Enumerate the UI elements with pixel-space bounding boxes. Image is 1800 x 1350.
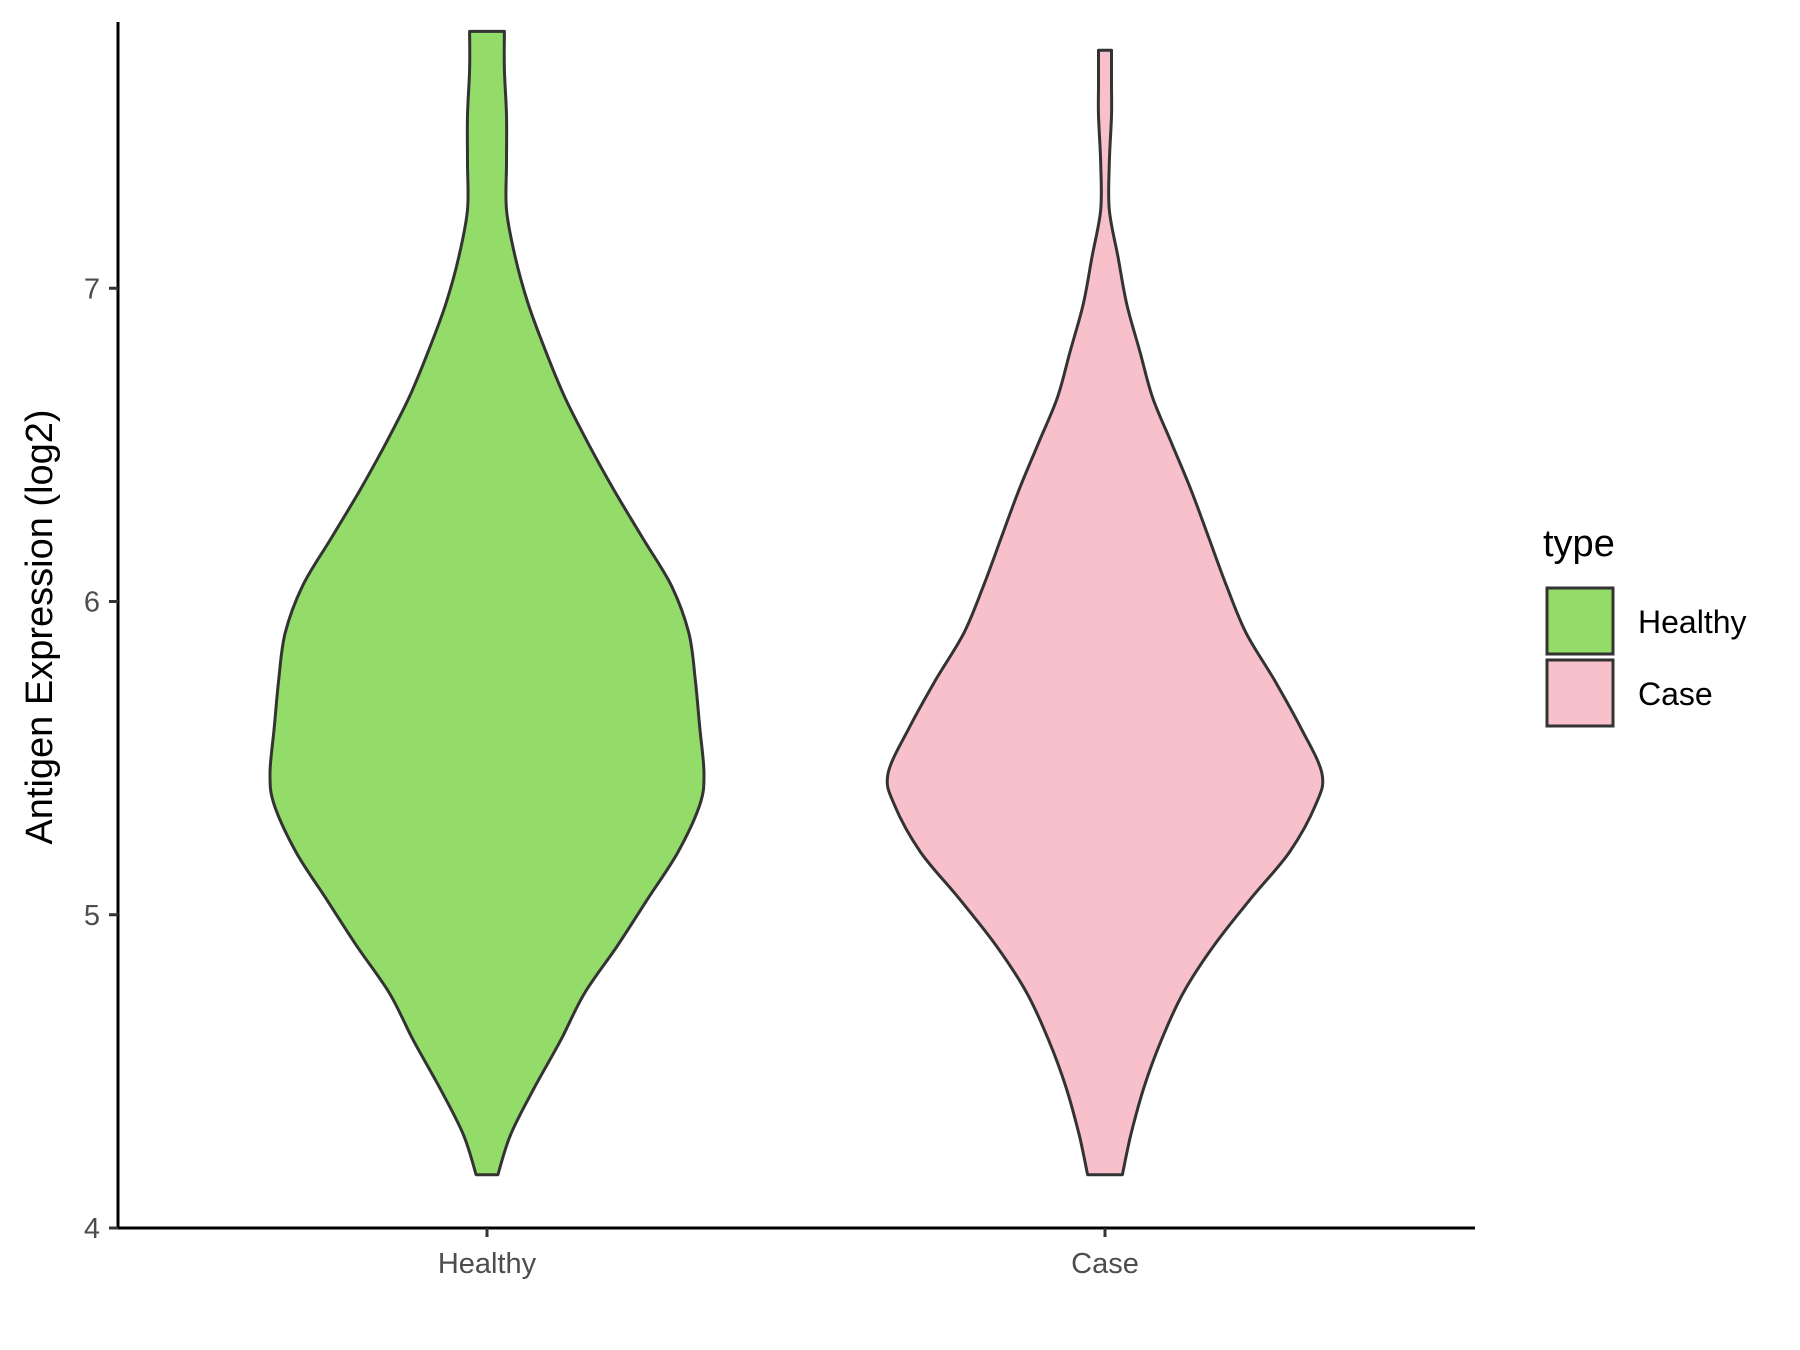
x-tick-label: Case bbox=[1071, 1248, 1139, 1280]
legend-key-case bbox=[1545, 658, 1615, 728]
violins bbox=[268, 29, 1325, 1177]
x-tick-label: Healthy bbox=[438, 1248, 537, 1280]
legend: type Healthy Case bbox=[1543, 523, 1747, 728]
y-tick-label: 5 bbox=[84, 900, 100, 932]
violin-healthy bbox=[268, 29, 706, 1177]
x-axis-ticks: Healthy Case bbox=[438, 1228, 1139, 1280]
y-tick-label: 7 bbox=[84, 273, 100, 305]
legend-key-healthy bbox=[1545, 586, 1615, 656]
legend-label-case: Case bbox=[1638, 676, 1713, 712]
y-axis-title: Antigen Expression (log2) bbox=[19, 409, 61, 844]
legend-label-healthy: Healthy bbox=[1638, 604, 1747, 640]
legend-title: type bbox=[1543, 523, 1615, 565]
y-tick-label: 4 bbox=[84, 1213, 100, 1245]
y-axis-ticks: 4 5 6 7 bbox=[84, 273, 118, 1245]
violin-case bbox=[885, 48, 1325, 1177]
y-tick-label: 6 bbox=[84, 587, 100, 619]
